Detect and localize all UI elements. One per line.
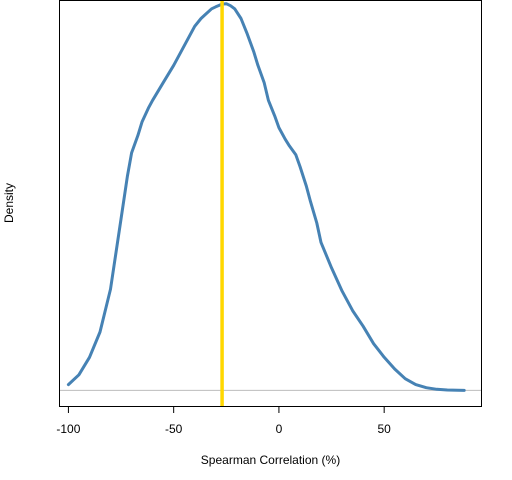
x-axis: -100 -50 0 50: [56, 406, 391, 436]
plot-frame: [59, 0, 482, 407]
x-tick-label: -100: [56, 422, 80, 436]
x-axis-title: Spearman Correlation (%): [201, 453, 340, 467]
density-curve: [66, 2, 466, 392]
x-tick-label: 0: [276, 422, 283, 436]
x-tick-label: 50: [377, 422, 391, 436]
x-tick-label: -50: [165, 422, 183, 436]
y-axis-title: Density: [2, 183, 16, 223]
